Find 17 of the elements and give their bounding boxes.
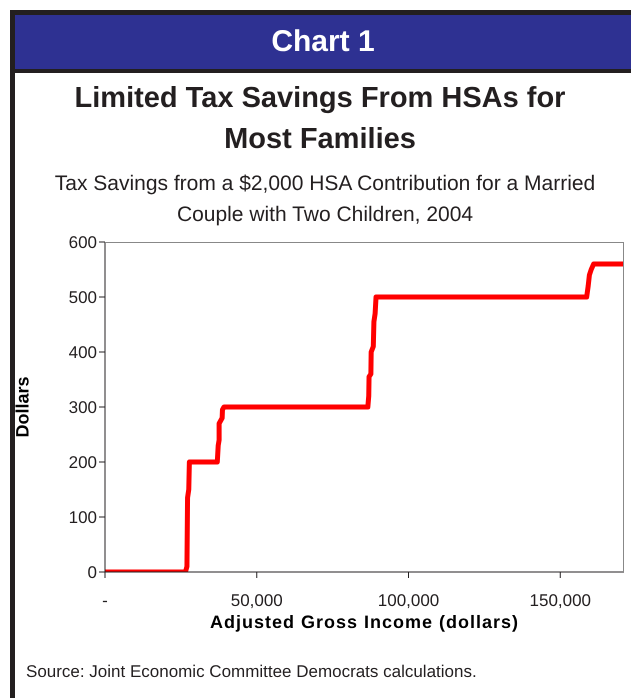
y-tick-label: 100 — [68, 508, 97, 528]
chart-subtitle: Tax Savings from a $2,000 HSA Contribution for a Married Couple with Two Children, 2004 — [54, 171, 596, 228]
y-tick-label: 0 — [88, 563, 97, 582]
y-tick-label: 400 — [68, 343, 97, 362]
y-tick-label: 500 — [68, 288, 97, 308]
y-tick-label: 600 — [68, 233, 97, 252]
x-tick-label: - — [102, 591, 108, 610]
x-tick-label: 100,000 — [378, 591, 440, 610]
x-axis-title: Adjusted Gross Income (dollars) — [210, 612, 520, 632]
y-axis-title: Dollars — [12, 376, 32, 438]
source-note: Source: Joint Economic Committee Democrats calculations. — [26, 662, 477, 682]
x-tick-label: 50,000 — [230, 591, 283, 610]
chart-title: Limited Tax Savings From HSAs for Most Families — [74, 81, 566, 157]
caption: Chart 1 — [271, 25, 375, 59]
x-tick-label: 150,000 — [530, 591, 591, 610]
y-tick-label: 300 — [68, 398, 97, 418]
y-tick-label: 200 — [68, 453, 97, 472]
